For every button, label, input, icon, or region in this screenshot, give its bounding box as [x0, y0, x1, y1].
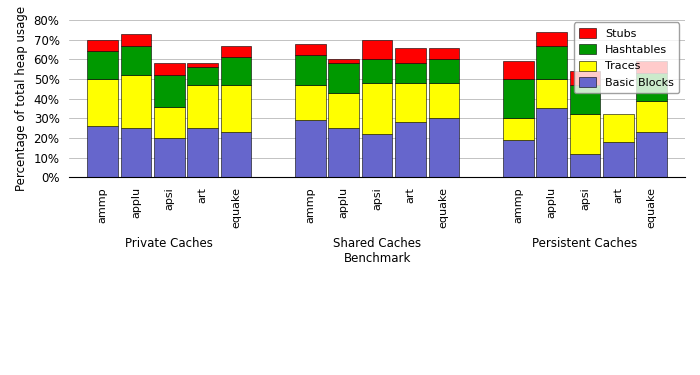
Bar	[154, 138, 185, 177]
Bar	[328, 63, 359, 93]
Y-axis label: Percentage of total heap usage: Percentage of total heap usage	[15, 6, 28, 191]
Bar	[295, 56, 326, 85]
Bar	[603, 142, 634, 177]
Bar	[395, 48, 426, 63]
Bar	[503, 61, 533, 79]
Bar	[295, 44, 326, 55]
Bar	[636, 100, 667, 132]
Bar	[570, 114, 601, 154]
Bar	[636, 61, 667, 73]
Bar	[188, 67, 218, 85]
Bar	[362, 134, 393, 177]
Bar	[503, 118, 533, 140]
Bar	[362, 59, 393, 83]
Bar	[503, 79, 533, 118]
Bar	[570, 71, 601, 85]
Bar	[295, 120, 326, 177]
Text: Private Caches: Private Caches	[125, 237, 214, 250]
Bar	[120, 45, 151, 75]
Text: Shared Caches
Benchmark: Shared Caches Benchmark	[333, 237, 421, 265]
Bar	[88, 126, 118, 177]
Bar	[328, 59, 359, 63]
Bar	[428, 59, 459, 83]
Bar	[395, 63, 426, 83]
Bar	[188, 128, 218, 177]
Bar	[536, 45, 567, 79]
Bar	[395, 83, 426, 122]
Bar	[536, 32, 567, 45]
Bar	[120, 34, 151, 45]
Bar	[154, 75, 185, 106]
Bar	[570, 154, 601, 177]
Bar	[220, 132, 251, 177]
Bar	[362, 40, 393, 59]
Bar	[536, 79, 567, 108]
Bar	[536, 108, 567, 177]
Bar	[328, 128, 359, 177]
Bar	[120, 128, 151, 177]
Bar	[120, 75, 151, 128]
Bar	[220, 85, 251, 132]
Bar	[220, 57, 251, 85]
Bar	[188, 85, 218, 128]
Bar	[603, 114, 634, 142]
Bar	[636, 73, 667, 100]
Bar	[395, 122, 426, 177]
Bar	[154, 63, 185, 75]
Bar	[362, 83, 393, 134]
Bar	[88, 51, 118, 79]
Bar	[220, 45, 251, 57]
Legend: Stubs, Hashtables, Traces, Basic Blocks: Stubs, Hashtables, Traces, Basic Blocks	[574, 22, 680, 93]
Bar	[188, 63, 218, 67]
Bar	[88, 79, 118, 126]
Bar	[636, 132, 667, 177]
Bar	[503, 140, 533, 177]
Bar	[428, 48, 459, 59]
Bar	[428, 83, 459, 118]
Bar	[295, 85, 326, 120]
Bar	[328, 93, 359, 128]
Bar	[88, 40, 118, 51]
Text: Persistent Caches: Persistent Caches	[532, 237, 638, 250]
Bar	[570, 85, 601, 114]
Bar	[428, 118, 459, 177]
Bar	[154, 106, 185, 138]
